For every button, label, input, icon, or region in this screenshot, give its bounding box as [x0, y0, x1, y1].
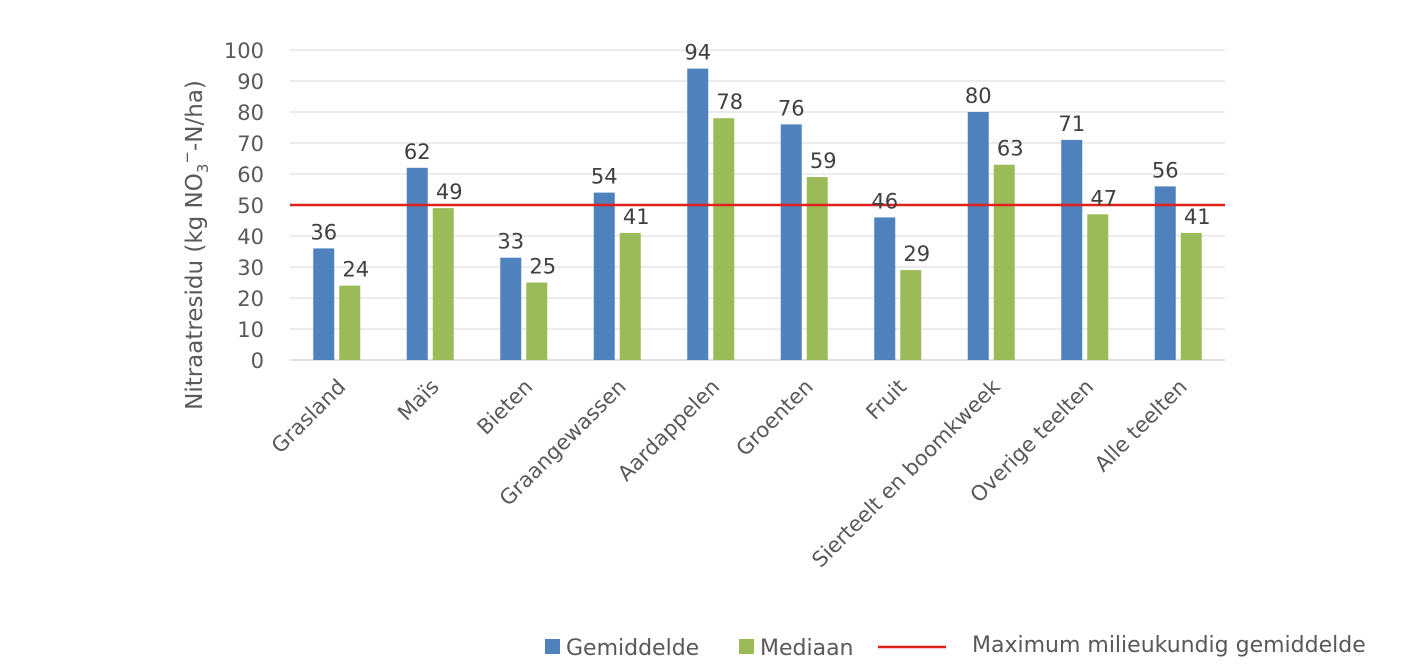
x-category-label: Groenten [732, 375, 818, 461]
y-tick-label: 10 [237, 318, 264, 342]
bar-gemiddelde-3 [500, 257, 522, 360]
y-tick-label: 60 [237, 163, 264, 187]
y-axis-label: Nitraatresidu (kg NO3−-N/ha) [178, 80, 212, 410]
y-axis-label-sub: 3 [194, 164, 212, 174]
y-tick-label: 70 [237, 132, 264, 156]
data-label-gemiddelde-10: 56 [1152, 158, 1179, 182]
bar-gemiddelde-6 [780, 124, 802, 361]
data-label-mediaan-9: 47 [1090, 186, 1117, 210]
bar-mediaan-1 [339, 285, 361, 360]
bars [313, 68, 1202, 361]
data-label-mediaan-7: 29 [903, 242, 930, 266]
data-label-mediaan-1: 24 [342, 258, 369, 282]
data-label-mediaan-10: 41 [1184, 205, 1211, 229]
bar-mediaan-9 [1087, 214, 1109, 360]
legend: Gemiddelde Mediaan Maximum milieukundig … [545, 633, 1366, 661]
data-label-gemiddelde-1: 36 [310, 220, 337, 244]
y-tick-label: 80 [237, 101, 264, 125]
y-tick-label: 50 [237, 194, 264, 218]
bar-mediaan-2 [432, 208, 454, 360]
y-tick-label: 20 [237, 287, 264, 311]
data-label-mediaan-8: 63 [997, 137, 1024, 161]
y-axis-label-main: Nitraatresidu (kg NO [182, 173, 208, 410]
data-label-gemiddelde-2: 62 [404, 140, 431, 164]
data-label-gemiddelde-8: 80 [965, 84, 992, 108]
x-category-label: Fruit [861, 375, 911, 425]
data-label-gemiddelde-3: 33 [497, 230, 524, 254]
bar-gemiddelde-8 [967, 112, 989, 360]
legend-swatch-gemiddelde [545, 639, 560, 654]
x-category-label: Bieten [472, 375, 537, 440]
bar-mediaan-3 [526, 282, 548, 360]
data-label-gemiddelde-4: 54 [591, 165, 618, 189]
y-tick-label: 90 [237, 70, 264, 94]
y-tick-label: 0 [251, 349, 264, 373]
legend-label-reference-line: Maximum milieukundig gemiddelde [972, 633, 1366, 658]
data-label-mediaan-3: 25 [529, 255, 556, 279]
data-label-mediaan-5: 78 [716, 90, 743, 114]
x-category-label: Grasland [267, 375, 350, 458]
bar-mediaan-4 [619, 232, 641, 360]
data-label-gemiddelde-9: 71 [1058, 112, 1085, 136]
data-label-gemiddelde-6: 76 [778, 96, 805, 120]
bar-gemiddelde-7 [874, 217, 896, 360]
bar-gemiddelde-4 [593, 192, 615, 360]
data-label-gemiddelde-5: 94 [684, 41, 711, 65]
bar-gemiddelde-5 [687, 68, 709, 360]
y-tick-label: 30 [237, 256, 264, 280]
y-axis-ticks: 0 10 20 30 40 50 60 70 80 90 100 [224, 39, 264, 373]
bar-mediaan-8 [993, 164, 1015, 360]
x-category-label: Maïs [393, 375, 444, 426]
y-axis-label-tail: -N/ha) [182, 80, 208, 151]
bar-mediaan-6 [806, 177, 828, 360]
x-axis-categories: Grasland Maïs BietenGraangewassenAardappel… [267, 374, 1192, 572]
y-tick-label: 100 [224, 39, 264, 63]
y-axis-label-sup: − [178, 151, 196, 164]
data-label-mediaan-2: 49 [436, 180, 463, 204]
bar-gemiddelde-9 [1061, 139, 1083, 360]
data-label-mediaan-6: 59 [810, 149, 837, 173]
data-label-gemiddelde-7: 46 [871, 189, 898, 213]
legend-label-gemiddelde: Gemiddelde [566, 636, 699, 661]
bar-mediaan-7 [900, 270, 922, 360]
bar-mediaan-10 [1180, 232, 1202, 360]
legend-label-mediaan: Mediaan [760, 636, 854, 661]
legend-swatch-mediaan [739, 639, 754, 654]
bar-mediaan-5 [713, 118, 735, 360]
bar-gemiddelde-1 [313, 248, 335, 360]
data-label-mediaan-4: 41 [623, 205, 650, 229]
bar-gemiddelde-2 [406, 167, 428, 360]
bar-gemiddelde-10 [1154, 186, 1176, 360]
x-category-label: Alle teelten [1090, 375, 1192, 477]
x-category-label: Sierteelt en boomkweek [807, 374, 1005, 572]
y-tick-label: 40 [237, 225, 264, 249]
